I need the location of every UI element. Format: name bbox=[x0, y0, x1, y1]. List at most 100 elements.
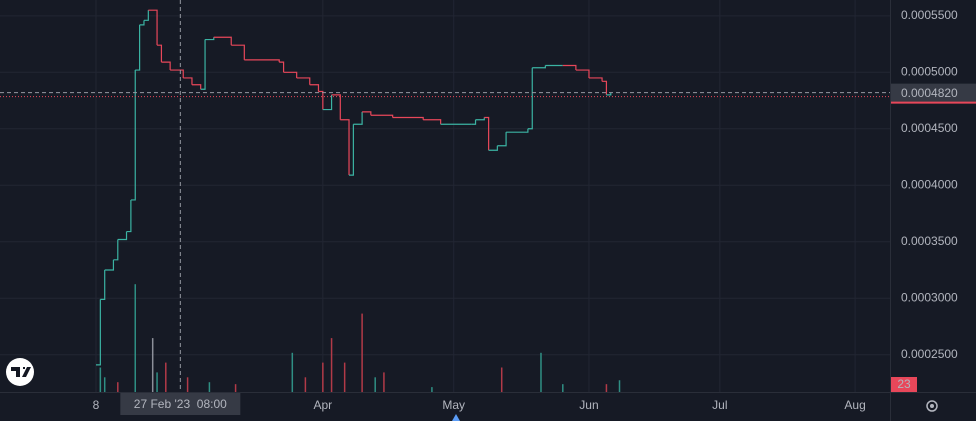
volume-bar bbox=[151, 338, 154, 392]
y-tick-label: 0.0004500 bbox=[901, 121, 958, 135]
price-step bbox=[183, 77, 193, 85]
price-step bbox=[135, 24, 141, 71]
y-tick-label: 0.0002500 bbox=[901, 347, 958, 361]
volume-bar bbox=[562, 384, 564, 392]
price-step bbox=[104, 259, 115, 271]
volume-bar bbox=[103, 377, 106, 392]
volume-bar bbox=[165, 362, 167, 392]
last-volume-label: 23 bbox=[897, 377, 911, 391]
volume-bar bbox=[383, 372, 385, 392]
logo-mark bbox=[11, 367, 31, 377]
volume-bar bbox=[361, 313, 363, 392]
price-step bbox=[575, 69, 590, 78]
price-step bbox=[362, 111, 372, 116]
volume-bar bbox=[540, 352, 542, 392]
volume-bar bbox=[500, 367, 503, 392]
price-step bbox=[527, 67, 533, 130]
price-step bbox=[606, 92, 612, 96]
volume-bar bbox=[208, 382, 211, 392]
axes: 0.0002500 0.0003000 0.0003500 0.0004000 0.00… bbox=[93, 8, 976, 415]
price-step bbox=[113, 239, 119, 261]
volume-bar bbox=[186, 377, 189, 392]
volume-bar bbox=[134, 284, 136, 392]
volume-bar bbox=[99, 367, 102, 392]
price-step bbox=[488, 145, 498, 151]
price-step bbox=[318, 90, 324, 110]
price-step bbox=[309, 84, 320, 92]
price-step bbox=[423, 119, 442, 125]
price-step bbox=[157, 44, 163, 63]
x-tick-label: May bbox=[442, 398, 465, 412]
grid bbox=[0, 0, 890, 392]
price-step bbox=[126, 199, 132, 233]
price-step bbox=[139, 20, 145, 26]
price-step bbox=[231, 44, 245, 60]
scroll-marker bbox=[452, 414, 460, 421]
volume-bar bbox=[117, 382, 119, 392]
volume-bar bbox=[343, 362, 346, 392]
price-step bbox=[331, 94, 341, 120]
y-tick-label: 0.0005000 bbox=[901, 64, 958, 78]
volume-bar bbox=[291, 352, 294, 392]
price-step bbox=[117, 231, 128, 241]
price-step bbox=[506, 128, 529, 133]
x-tick-label: Jul bbox=[712, 398, 727, 412]
settings-icon[interactable] bbox=[926, 400, 938, 412]
price-step bbox=[296, 77, 311, 85]
volume bbox=[99, 284, 621, 392]
crosshair-box bbox=[120, 393, 241, 415]
gear-hub[interactable] bbox=[930, 404, 934, 408]
price-step bbox=[349, 124, 354, 176]
price-step bbox=[170, 69, 184, 78]
x-tick-label: Aug bbox=[844, 398, 865, 412]
last-price-label: 0.0004820 bbox=[901, 86, 958, 100]
price-step bbox=[213, 36, 232, 46]
volume-bar bbox=[330, 338, 333, 392]
price-step bbox=[200, 39, 206, 90]
volume-bar bbox=[156, 372, 158, 392]
price-step bbox=[602, 80, 608, 95]
price-step bbox=[471, 119, 477, 125]
price-step bbox=[484, 116, 490, 151]
price-step bbox=[475, 117, 485, 121]
price-step bbox=[322, 94, 333, 111]
price-step bbox=[353, 111, 363, 125]
volume-bar bbox=[234, 384, 237, 392]
gear[interactable] bbox=[926, 400, 938, 412]
volume-bar bbox=[618, 380, 621, 392]
plot bbox=[0, 0, 890, 392]
last-volume-box bbox=[891, 377, 917, 392]
price-step bbox=[497, 132, 507, 147]
price-step bbox=[532, 65, 546, 69]
price-step bbox=[95, 299, 101, 366]
price-step bbox=[148, 9, 158, 46]
y-tick-label: 0.0003000 bbox=[901, 290, 958, 304]
volume-bar bbox=[322, 362, 324, 392]
volume-bar bbox=[374, 377, 376, 392]
price-step bbox=[370, 114, 394, 118]
price-step bbox=[161, 61, 171, 71]
volume-bar bbox=[605, 384, 608, 392]
price-step bbox=[205, 37, 215, 41]
price-step bbox=[130, 70, 136, 201]
price-step bbox=[562, 64, 577, 71]
price-step bbox=[100, 269, 106, 300]
volume-bar bbox=[304, 377, 307, 392]
y-tick-label: 0.0004000 bbox=[901, 177, 958, 191]
crosshair-label: 27 Feb '23 08:00 bbox=[134, 397, 227, 411]
y-tick-label: 0.0003500 bbox=[901, 234, 958, 248]
tv-logo bbox=[6, 358, 34, 386]
price-step bbox=[279, 61, 285, 73]
x-tick-label: 8 bbox=[93, 398, 100, 412]
price-step bbox=[392, 116, 424, 120]
price-step bbox=[143, 10, 149, 21]
price-step bbox=[283, 71, 298, 78]
x-tick-label: Apr bbox=[313, 398, 332, 412]
price-step bbox=[191, 84, 202, 90]
last-price-box bbox=[891, 83, 976, 103]
price-step bbox=[244, 59, 280, 63]
price-step bbox=[588, 77, 603, 82]
